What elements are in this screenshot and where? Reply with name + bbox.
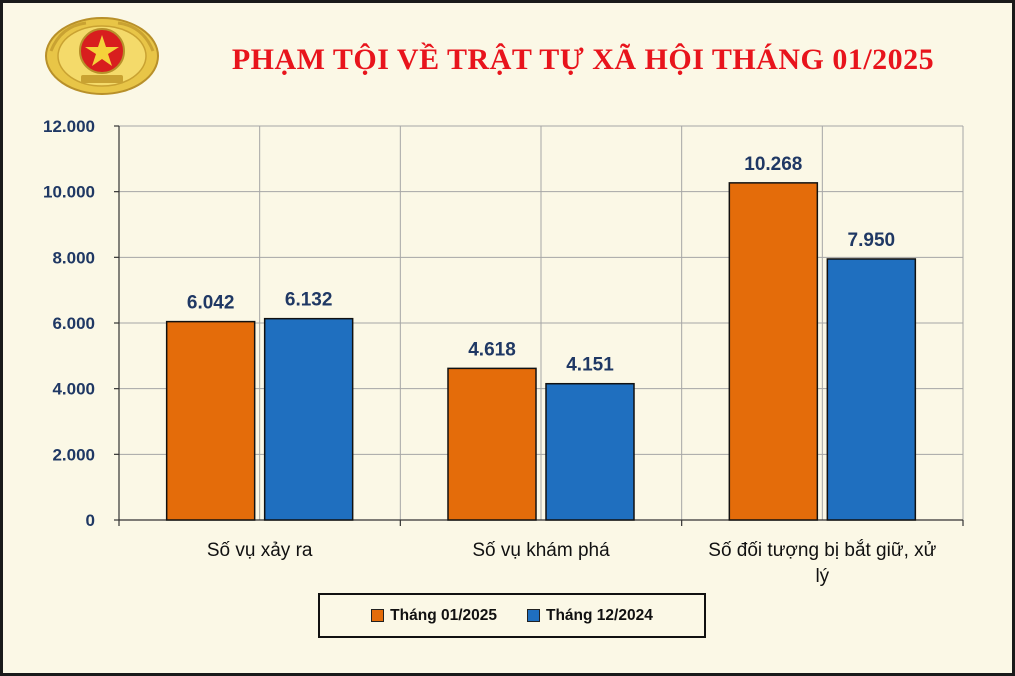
y-tick-label: 8.000 — [52, 248, 95, 267]
legend-item-series-2: Tháng 12/2024 — [527, 607, 653, 625]
bar-series-2 — [826, 258, 917, 521]
x-category-label: Số vụ xảy ra — [207, 540, 313, 561]
police-emblem-icon — [45, 17, 159, 95]
bar-series-1 — [728, 182, 819, 521]
bar-data-label: 6.132 — [285, 290, 333, 311]
bar-series-2 — [263, 317, 354, 521]
legend-swatch-series-1 — [371, 609, 385, 622]
bar-series-1 — [165, 320, 256, 521]
bar-data-label: 4.618 — [468, 339, 516, 360]
legend-label-series-1: Tháng 01/2025 — [390, 606, 497, 624]
chart-legend: Tháng 01/2025 Tháng 12/2024 — [318, 593, 706, 638]
bar-series-1 — [447, 367, 537, 521]
y-tick-label: 12.000 — [43, 117, 95, 136]
x-category-label: Số đối tượng bị bắt giữ, xử — [708, 539, 936, 561]
legend-swatch-series-2 — [527, 609, 540, 622]
y-tick-label: 6.000 — [52, 314, 95, 333]
x-category-label: Số vụ khám phá — [472, 540, 610, 561]
bar-data-label: 10.268 — [744, 154, 802, 175]
x-category-label: lý — [815, 566, 829, 587]
legend-item-series-1: Tháng 01/2025 — [371, 607, 497, 625]
y-tick-label: 10.000 — [43, 183, 95, 202]
bar-series-2 — [545, 382, 635, 521]
bar-data-label: 4.151 — [566, 355, 614, 376]
bar-data-label: 6.042 — [187, 293, 235, 314]
bar-data-label: 7.950 — [848, 230, 896, 251]
y-tick-label: 0 — [86, 511, 95, 530]
legend-label-series-2: Tháng 12/2024 — [546, 606, 653, 624]
y-tick-label: 2.000 — [52, 445, 95, 464]
chart-title: PHẠM TỘI VỀ TRẬT TỰ XÃ HỘI THÁNG 01/2025 — [231, 43, 935, 76]
y-tick-label: 4.000 — [52, 380, 95, 399]
